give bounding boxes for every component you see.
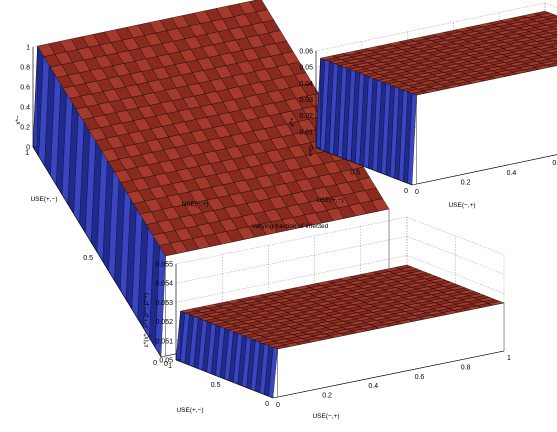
z-tick-label: 0.4: [20, 105, 30, 112]
surface-cell: [549, 31, 557, 35]
surface: [175, 264, 505, 399]
surface-cell: [545, 62, 557, 68]
axes: [315, 51, 557, 186]
z-tick-label: 0.01: [299, 129, 313, 136]
axes: [175, 264, 505, 399]
x-tick-label: 0: [276, 402, 280, 409]
y-tick-label: 1: [25, 150, 29, 157]
surface-plot-x-plus: 00.010.020.030.040.050.0610.5000.20.40.6…: [289, 2, 557, 209]
surface-cell: [545, 42, 557, 48]
y-tick-label: 1: [168, 363, 172, 370]
surface-cell: [547, 36, 557, 42]
y-tick-label: 1: [308, 151, 312, 158]
z-tick-label: 0.2: [20, 125, 30, 132]
z-tick-label: 0.6: [20, 85, 30, 92]
surface-side: [175, 311, 181, 361]
surface-cell: [553, 54, 557, 56]
y-tick-label: 0: [153, 360, 157, 367]
z-tick-label: 0.055: [155, 262, 173, 269]
surface-cell: [549, 51, 557, 55]
y-tick-label: 0.5: [211, 382, 221, 389]
z-axis-label: ε*(x*−,x*+,p*−,p*+): [143, 293, 150, 347]
y-axis-label: USE(+,−): [30, 196, 57, 203]
y-axis-label: USE(+,−): [316, 197, 343, 204]
x-axis-label: USE(−,+): [448, 202, 475, 209]
z-tick-label: 1: [26, 45, 30, 52]
surface-cell: [552, 19, 557, 23]
x-tick-label: 0.4: [368, 383, 378, 390]
x-tick-label: 0.6: [552, 160, 557, 167]
z-tick-label: 0.03: [299, 97, 313, 104]
surface-cell: [395, 264, 413, 270]
surface-cell: [550, 25, 557, 29]
z-tick-label: 0.05: [159, 358, 173, 365]
surface-cell: [249, 0, 268, 13]
z-tick-label: 0.02: [299, 113, 313, 120]
x-axis-label: USE(−,+): [312, 413, 339, 420]
z-tick-label: 0.8: [20, 65, 30, 72]
z-tick-label: 0.06: [299, 49, 313, 56]
surface-cell: [550, 45, 557, 49]
z-tick-label: 0.052: [155, 319, 173, 326]
surface-side: [32, 46, 38, 148]
z-tick-label: 0: [309, 146, 313, 153]
surface-cell: [552, 59, 557, 63]
z-tick-label: 0.051: [155, 338, 173, 345]
x-tick-label: 0.8: [461, 364, 471, 371]
x-axis-label: USE(−,+): [181, 201, 208, 208]
y-tick-label: 0.5: [350, 170, 360, 177]
surface-front-face: [416, 65, 557, 185]
y-axis-label: USE(+,−): [176, 407, 203, 414]
surface-cell: [553, 34, 557, 36]
surface-cell: [547, 56, 557, 62]
z-tick-label: 0.05: [299, 65, 313, 72]
x-tick-label: 0.6: [415, 374, 425, 381]
x-tick-label: 0: [164, 361, 168, 368]
z-axis-label: x*−: [15, 115, 22, 125]
z-axis-label: x*+: [289, 117, 296, 127]
surface-cell: [547, 16, 557, 22]
surface: [315, 10, 557, 186]
surface-side: [315, 58, 321, 149]
surface-cell: [533, 10, 551, 16]
x-tick-label: 0.4: [507, 170, 517, 177]
y-tick-label: 0: [265, 401, 269, 408]
x-tick-label: 1: [507, 355, 511, 362]
y-tick-label: 0.5: [83, 255, 93, 262]
figure-title: Varying fraction of infected: [252, 223, 329, 230]
surface-cell: [552, 39, 557, 43]
x-tick-label: 0.2: [322, 393, 332, 400]
y-tick-label: 0: [404, 188, 408, 195]
surface-cell: [545, 22, 557, 28]
x-tick-label: 0: [415, 189, 419, 196]
z-tick-label: 0.053: [155, 300, 173, 307]
z-tick-label: 0.054: [155, 281, 173, 288]
x-tick-label: 0.2: [461, 179, 471, 186]
z-tick-label: 0: [26, 145, 30, 152]
z-tick-label: 0.04: [299, 81, 313, 88]
